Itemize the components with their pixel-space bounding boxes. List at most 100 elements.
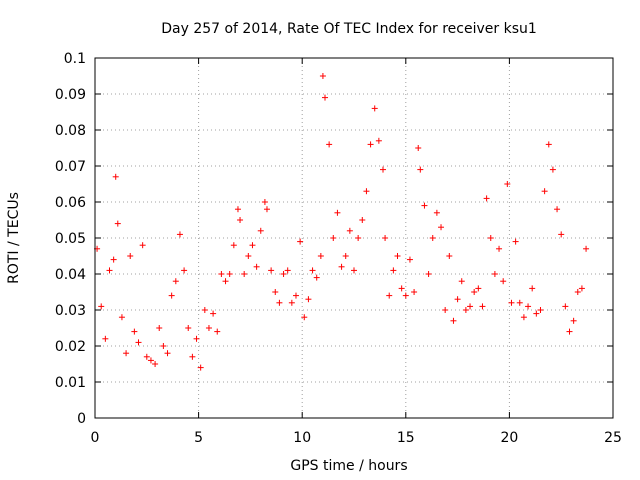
data-point: [276, 299, 283, 306]
data-point: [263, 206, 270, 213]
data-point: [257, 227, 264, 234]
data-point: [570, 317, 577, 324]
data-point: [249, 242, 256, 249]
x-tick-label: 0: [91, 430, 100, 446]
y-tick-label: 0.01: [55, 375, 86, 391]
data-point: [382, 235, 389, 241]
x-tick-label: 20: [500, 430, 518, 446]
data-point: [131, 328, 138, 335]
data-point: [210, 310, 217, 317]
data-point: [583, 245, 590, 252]
data-point: [230, 242, 237, 249]
data-point: [355, 235, 362, 241]
data-point: [578, 285, 585, 292]
data-point: [301, 314, 308, 321]
data-point: [380, 166, 387, 173]
data-point: [222, 278, 229, 285]
data-point: [367, 141, 374, 148]
data-point: [237, 217, 244, 223]
data-point: [491, 271, 498, 277]
data-point: [176, 231, 183, 238]
data-point: [164, 350, 171, 357]
data-point: [375, 137, 382, 144]
data-point: [496, 245, 503, 252]
data-point: [253, 263, 260, 270]
data-point: [98, 303, 105, 310]
data-point: [143, 353, 150, 360]
data-point: [152, 361, 159, 367]
data-point: [114, 220, 121, 227]
data-point: [268, 267, 275, 274]
data-point: [284, 267, 291, 274]
data-point: [529, 285, 536, 292]
data-point: [429, 235, 436, 241]
data-point: [520, 314, 527, 321]
data-point: [386, 292, 393, 299]
data-point: [288, 299, 295, 306]
data-point: [512, 238, 519, 245]
data-point: [272, 289, 279, 295]
data-point: [261, 199, 268, 205]
data-point: [346, 227, 353, 234]
data-point: [214, 328, 221, 335]
data-points: [94, 73, 590, 371]
data-point: [309, 267, 316, 274]
data-point: [351, 267, 357, 274]
data-point: [450, 317, 457, 324]
data-point: [201, 307, 208, 313]
data-point: [566, 328, 573, 335]
data-point: [438, 224, 445, 231]
data-point: [342, 253, 349, 259]
data-point: [297, 238, 304, 245]
y-tick-label: 0.1: [64, 51, 86, 67]
chart-title: Day 257 of 2014, Rate Of TEC Index for r…: [161, 21, 537, 37]
data-point: [317, 253, 324, 259]
data-point: [156, 325, 163, 331]
data-point: [525, 303, 532, 310]
data-point: [446, 253, 453, 259]
y-tick-label: 0.07: [55, 159, 86, 175]
data-point: [458, 278, 465, 285]
data-point: [313, 274, 320, 281]
data-point: [172, 278, 179, 285]
data-point: [462, 307, 469, 313]
data-point: [245, 253, 252, 259]
y-tick-label: 0: [77, 411, 86, 427]
y-tick-label: 0.04: [55, 267, 86, 283]
data-point: [305, 296, 312, 303]
data-point: [471, 289, 478, 295]
y-tick-label: 0.02: [55, 339, 86, 355]
data-point: [193, 335, 200, 342]
data-point: [139, 242, 146, 249]
data-point: [411, 289, 418, 295]
data-point: [168, 292, 175, 299]
data-point: [326, 141, 333, 148]
data-point: [321, 94, 328, 101]
data-point: [516, 299, 523, 306]
data-point: [479, 303, 486, 310]
data-point: [549, 166, 556, 173]
data-point: [330, 235, 337, 241]
data-point: [334, 209, 341, 216]
data-point: [338, 263, 345, 270]
data-point: [417, 166, 424, 173]
data-point: [394, 253, 401, 259]
data-point: [234, 206, 241, 213]
data-point: [181, 267, 188, 274]
data-point: [504, 181, 511, 187]
data-point: [127, 253, 134, 259]
data-point: [475, 285, 482, 292]
grid-lines: [95, 58, 613, 418]
data-point: [363, 188, 370, 195]
data-point: [487, 235, 494, 241]
data-point: [371, 105, 378, 112]
data-point: [390, 267, 397, 274]
data-point: [545, 141, 552, 148]
x-tick-label: 10: [293, 430, 311, 446]
data-point: [537, 307, 544, 313]
y-tick-label: 0.09: [55, 87, 86, 103]
data-point: [112, 173, 119, 180]
data-point: [508, 299, 515, 306]
data-point: [226, 271, 233, 277]
